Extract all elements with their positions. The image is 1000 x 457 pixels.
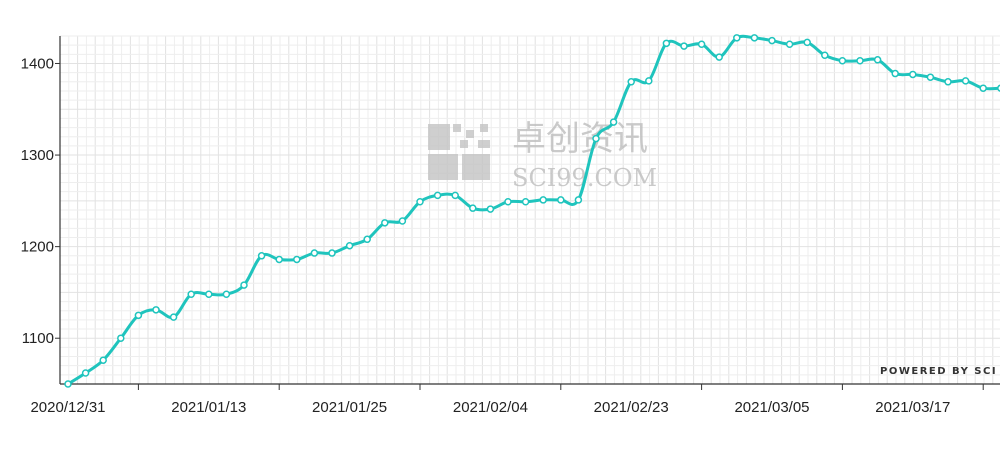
data-point — [293, 255, 301, 264]
data-point — [222, 290, 231, 299]
data-point — [856, 56, 864, 65]
data-point — [768, 36, 776, 45]
powered-by-credit: POWERED BY SCI — [880, 366, 997, 377]
data-point — [609, 118, 618, 126]
x-tick-labels: 2020/12/31 2021/01/13 2021/01/25 2021/02/04… — [30, 399, 950, 416]
y-tick-labels: 1100 1200 1300 1400 — [21, 55, 54, 347]
data-point — [733, 34, 741, 42]
data-point — [979, 84, 987, 92]
data-point — [169, 313, 178, 321]
data-point — [891, 69, 899, 78]
axes — [55, 36, 1000, 390]
data-point — [838, 56, 847, 65]
watermark-logo-icon — [428, 124, 490, 180]
data-point — [715, 53, 723, 61]
data-point — [469, 204, 477, 212]
data-point — [451, 191, 459, 200]
data-point — [310, 249, 319, 257]
watermark: 卓创资讯 SCI99.COM — [428, 119, 657, 192]
data-point — [944, 78, 952, 86]
data-point — [909, 70, 917, 79]
data-point — [275, 255, 283, 264]
y-tick-label: 1400 — [21, 55, 54, 72]
data-point — [750, 34, 759, 42]
data-point — [926, 73, 935, 81]
data-point — [345, 241, 354, 250]
y-tick-label: 1100 — [22, 330, 54, 347]
data-point — [539, 196, 547, 204]
watermark-cn: 卓创资讯 — [512, 119, 648, 159]
data-points — [64, 34, 1000, 388]
data-point — [416, 198, 424, 206]
data-point — [697, 40, 706, 48]
data-point — [680, 42, 688, 50]
data-point — [433, 191, 442, 200]
data-point — [592, 134, 600, 143]
x-tick-label: 2020/12/31 — [30, 399, 105, 416]
data-point — [363, 235, 371, 244]
data-point — [486, 205, 495, 213]
data-point — [152, 306, 160, 314]
data-point — [961, 77, 970, 85]
x-tick-label: 2021/02/04 — [453, 399, 528, 416]
x-tick-label: 2021/03/05 — [734, 399, 809, 416]
data-point — [381, 219, 389, 227]
data-point — [504, 198, 512, 206]
y-tick-label: 1200 — [21, 239, 54, 256]
data-point — [205, 290, 213, 299]
data-point — [997, 84, 1000, 92]
data-point — [557, 196, 565, 204]
data-point — [117, 334, 125, 342]
data-point — [803, 38, 811, 47]
data-point — [99, 356, 107, 364]
data-point — [187, 290, 195, 299]
x-tick-label: 2021/03/17 — [875, 399, 950, 416]
x-tick-label: 2021/02/23 — [594, 399, 669, 416]
data-point — [134, 311, 143, 320]
x-tick-label: 2021/01/25 — [312, 399, 387, 416]
data-point — [662, 39, 671, 48]
data-point — [645, 77, 653, 85]
data-point — [240, 281, 248, 289]
data-point — [521, 198, 530, 206]
grid — [60, 35, 1000, 384]
data-point — [81, 369, 90, 377]
y-tick-label: 1300 — [21, 147, 54, 164]
data-point — [328, 249, 336, 257]
data-point — [785, 40, 794, 48]
data-point — [64, 380, 72, 388]
data-point — [257, 252, 266, 260]
x-tick-label: 2021/01/13 — [171, 399, 246, 416]
data-point — [398, 217, 407, 225]
data-point — [574, 196, 583, 204]
data-point — [873, 56, 882, 64]
data-point — [627, 78, 635, 86]
data-point — [821, 51, 829, 59]
